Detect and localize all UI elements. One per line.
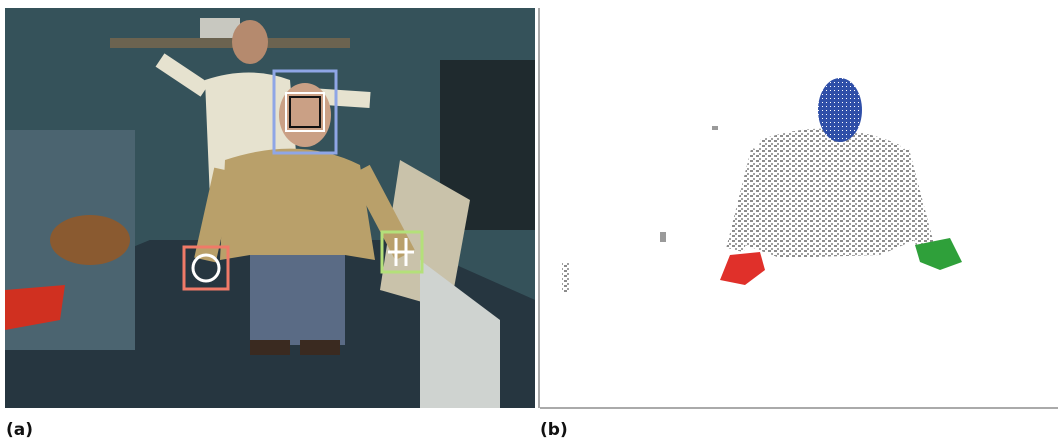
panel-label: (b) bbox=[540, 420, 568, 440]
figure: (a) (b) bbox=[0, 0, 1060, 442]
segmentation-panel bbox=[539, 8, 1058, 408]
page: (a) (b) (() => { const data = JSON.parse… bbox=[0, 0, 1060, 442]
panel-label: (a) bbox=[6, 420, 33, 440]
photo-panel bbox=[5, 8, 535, 408]
figure-images bbox=[0, 0, 1060, 412]
